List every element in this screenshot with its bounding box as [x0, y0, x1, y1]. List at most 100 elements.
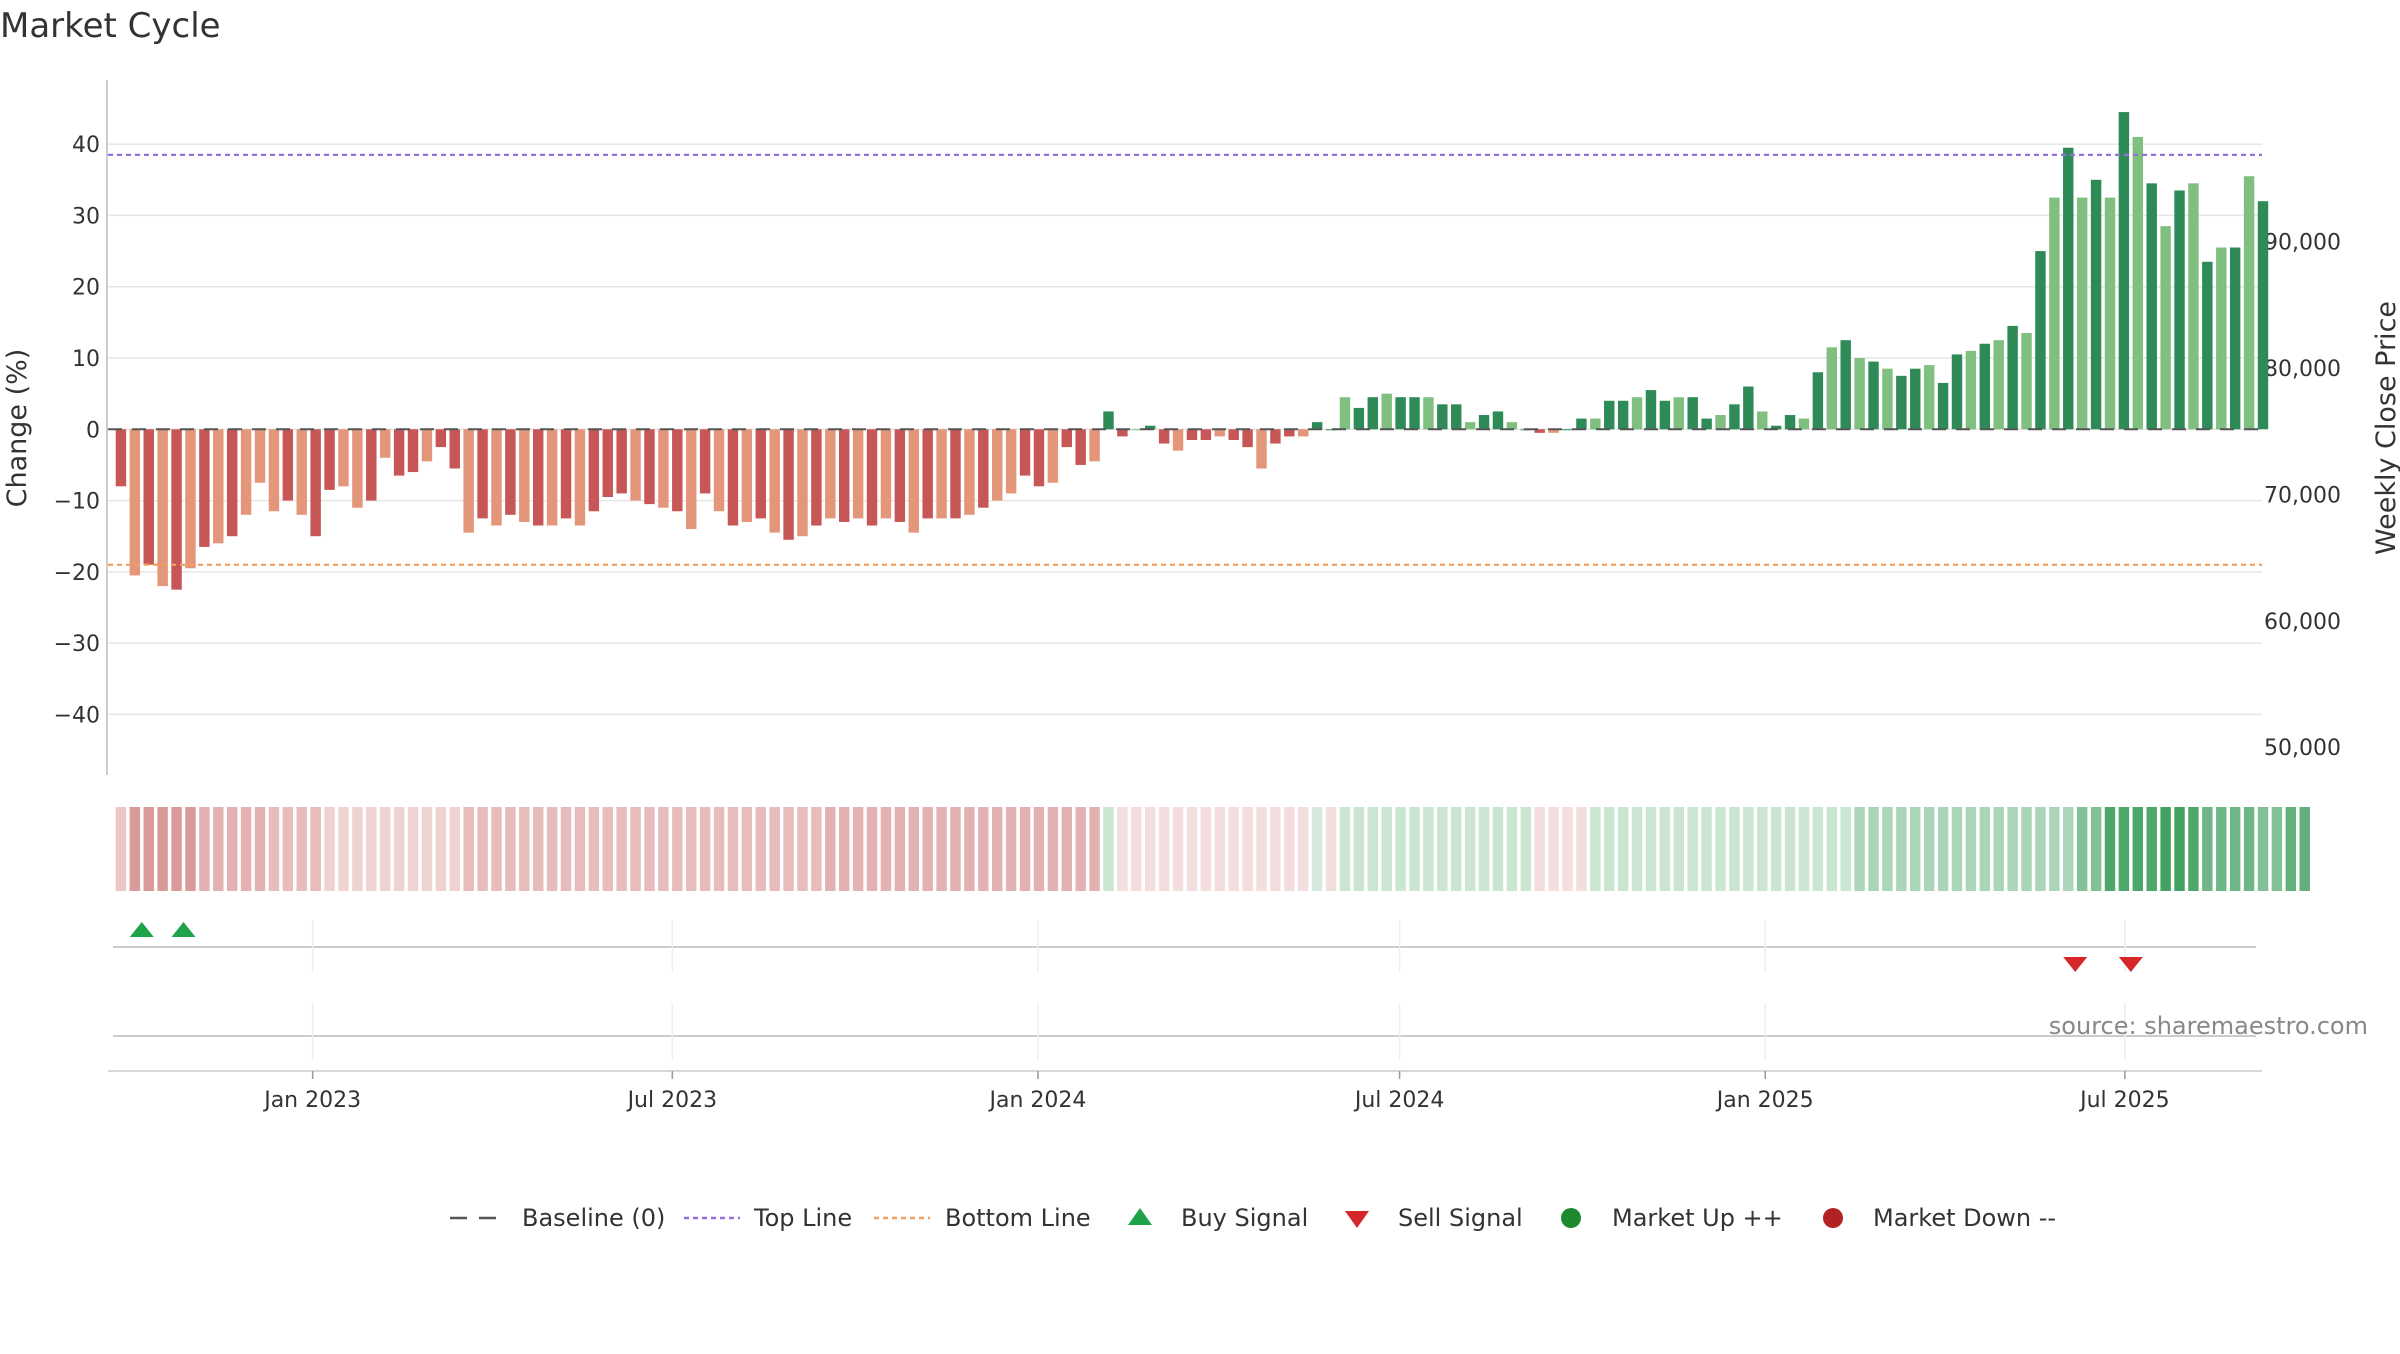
heat-cell — [1478, 807, 1490, 891]
bar — [1019, 429, 1031, 476]
heat-cell — [1492, 807, 1504, 891]
bar — [185, 429, 196, 569]
x-tick-label: Jul 2024 — [1353, 1088, 1445, 1113]
heat-cell — [2049, 807, 2060, 891]
bar — [644, 429, 655, 505]
bar — [1117, 429, 1128, 437]
bar — [1075, 429, 1086, 465]
heat-cell — [143, 807, 154, 891]
bar — [936, 429, 947, 519]
heat-cell — [672, 807, 683, 891]
heat-cell — [1562, 807, 1573, 891]
heat-cell — [769, 807, 780, 891]
heat-cell — [1868, 807, 1879, 891]
bar — [1506, 422, 1518, 430]
heat-cell — [1242, 807, 1253, 891]
bar — [1784, 415, 1796, 430]
bar — [1798, 418, 1810, 430]
bar — [1910, 368, 1921, 430]
bar — [811, 429, 822, 526]
y-tick-label: −20 — [54, 561, 100, 586]
bar — [2118, 112, 2130, 430]
heat-cell — [338, 807, 349, 891]
heat-cell — [1576, 807, 1587, 891]
bar — [2049, 197, 2060, 430]
bar — [741, 429, 753, 522]
heat-cell — [2063, 807, 2074, 891]
heat-cell — [950, 807, 961, 891]
heat-cell — [2188, 807, 2199, 891]
bar — [1631, 397, 1643, 430]
bar — [1854, 358, 1865, 430]
bar — [1673, 397, 1685, 430]
bar — [2063, 147, 2074, 430]
bar — [449, 429, 460, 469]
bar — [505, 429, 516, 515]
heat-cell — [310, 807, 321, 891]
bar — [1409, 397, 1420, 430]
bar — [2021, 333, 2032, 430]
heat-cell — [588, 807, 600, 891]
bar — [268, 429, 280, 512]
heat-cell — [1451, 807, 1462, 891]
bar — [1812, 372, 1824, 430]
bar — [310, 429, 321, 537]
heat-cell — [477, 807, 488, 891]
legend-sell-marker — [1345, 1211, 1369, 1228]
buy-signal-marker — [129, 922, 154, 937]
bar — [519, 429, 530, 522]
bar — [880, 429, 892, 519]
heat-cell — [2174, 807, 2185, 891]
heat-cell — [2257, 807, 2269, 891]
heat-cell — [421, 807, 433, 891]
heat-cell — [2229, 807, 2241, 891]
heat-cell — [366, 807, 377, 891]
bar — [1882, 368, 1893, 430]
heat-cell — [2216, 807, 2227, 891]
heat-cell — [1311, 807, 1323, 891]
bar — [435, 429, 447, 448]
legend-market-down-marker — [1823, 1208, 1843, 1228]
bar — [1590, 418, 1601, 430]
heat-cell — [2118, 807, 2130, 891]
bar — [1923, 365, 1935, 430]
bar — [769, 429, 780, 533]
heat-cell — [1464, 807, 1476, 891]
heat-cell — [560, 807, 572, 891]
bar — [2146, 183, 2157, 430]
heat-cell — [741, 807, 753, 891]
bar — [1270, 429, 1281, 444]
bar — [852, 429, 864, 519]
heat-cell — [1687, 807, 1698, 891]
bar — [379, 429, 391, 458]
bar — [421, 429, 433, 462]
heat-cell — [1757, 807, 1768, 891]
heat-cell — [1743, 807, 1754, 891]
heat-cell — [226, 807, 238, 891]
bar — [352, 429, 363, 508]
heat-cell — [1131, 807, 1142, 891]
heat-cell — [1506, 807, 1518, 891]
heat-cell — [1298, 807, 1309, 891]
heat-cell — [644, 807, 655, 891]
y-tick-label: −10 — [54, 490, 100, 515]
heat-cell — [1520, 807, 1532, 891]
heat-cell — [254, 807, 266, 891]
heat-cell — [1409, 807, 1420, 891]
heat-cell — [1395, 807, 1406, 891]
heat-cell — [658, 807, 669, 891]
heat-cell — [1604, 807, 1615, 891]
x-tick-label: Jul 2025 — [2078, 1088, 2170, 1113]
heat-cell — [2271, 807, 2283, 891]
bar — [2229, 247, 2241, 430]
bar — [922, 429, 933, 519]
bar — [1826, 347, 1838, 430]
bar — [1659, 400, 1671, 430]
bar — [602, 429, 613, 497]
bar — [1937, 382, 1949, 430]
bar — [1033, 429, 1045, 487]
heat-cell — [1937, 807, 1949, 891]
heat-cell — [546, 807, 558, 891]
heat-cell — [1659, 807, 1671, 891]
